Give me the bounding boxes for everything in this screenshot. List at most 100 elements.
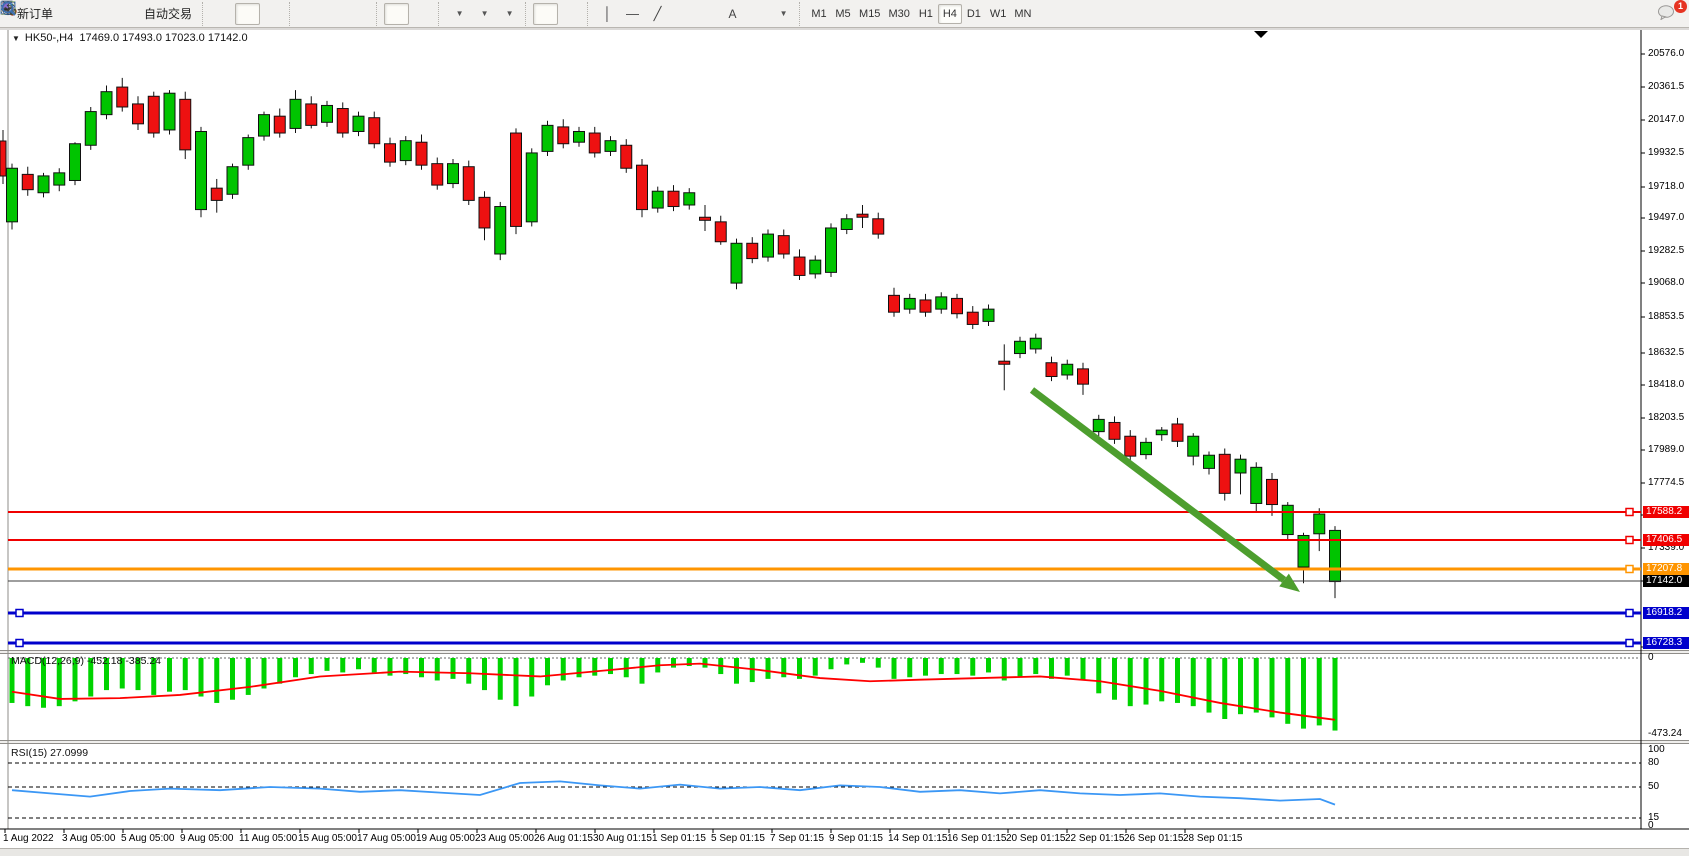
timeframe-w1-button[interactable]: W1 bbox=[986, 4, 1011, 24]
line-endpoint-marker[interactable] bbox=[1625, 564, 1634, 574]
candle-down bbox=[132, 103, 144, 125]
text-button[interactable]: A bbox=[720, 3, 745, 25]
macd-histogram-bar bbox=[513, 658, 519, 707]
text-label-button[interactable]: T bbox=[1, 2, 770, 25]
timeframe-m1-button[interactable]: M1 bbox=[807, 4, 831, 24]
macd-histogram-bar bbox=[230, 658, 235, 700]
text-icon: A bbox=[728, 6, 737, 21]
trend-arrow-line[interactable] bbox=[1029, 387, 1287, 583]
price-line-label: 17588.2 bbox=[1643, 506, 1689, 518]
candle-up bbox=[903, 297, 916, 310]
candle-up bbox=[84, 111, 97, 146]
candle-down bbox=[714, 221, 727, 243]
candle-up bbox=[53, 172, 66, 186]
notifications-button[interactable]: 1 bbox=[1656, 0, 1687, 25]
macd-histogram-bar bbox=[151, 658, 157, 695]
dropdown-arrow-icon: ▼ bbox=[779, 9, 788, 18]
candle-down bbox=[116, 86, 129, 108]
candle-up bbox=[604, 140, 617, 152]
trend-arrow-head[interactable] bbox=[1279, 573, 1300, 592]
candle-down bbox=[305, 103, 318, 126]
macd-histogram-bar bbox=[198, 658, 204, 697]
candle-down bbox=[1124, 435, 1137, 457]
line-endpoint-marker[interactable] bbox=[1625, 535, 1634, 545]
candle-up bbox=[163, 92, 176, 131]
candle-up bbox=[352, 115, 365, 132]
macd-histogram-bar bbox=[1143, 658, 1149, 705]
macd-histogram-bar bbox=[781, 658, 787, 678]
macd-histogram-bar bbox=[875, 658, 881, 668]
time-tick-label: 7 Sep 01:15 bbox=[770, 833, 824, 844]
timeframe-mn-button[interactable]: MN bbox=[1010, 4, 1035, 24]
macd-histogram-bar bbox=[938, 658, 944, 675]
price-tick-label: 20147.0 bbox=[1648, 114, 1685, 125]
chart-symbol-period: HK50-,H4 bbox=[24, 32, 74, 44]
macd-histogram-bar bbox=[25, 658, 31, 707]
macd-histogram-bar bbox=[1064, 658, 1070, 676]
candle-down bbox=[1077, 368, 1089, 385]
timeframe-h4-button[interactable]: H4 bbox=[937, 3, 962, 24]
macd-histogram-bar bbox=[1001, 658, 1007, 681]
macd-histogram-bar bbox=[324, 658, 330, 671]
candle-down bbox=[888, 294, 900, 313]
candle-down bbox=[147, 95, 160, 134]
trendline-button[interactable]: ╱ bbox=[645, 3, 670, 25]
line-endpoint-marker[interactable] bbox=[15, 638, 24, 648]
macd-histogram-bar bbox=[72, 658, 78, 702]
candle-up bbox=[289, 98, 302, 129]
horizontal-line-button[interactable]: — bbox=[620, 3, 645, 25]
macd-histogram-bar bbox=[970, 658, 976, 676]
price-tick-label: 17339.0 bbox=[1648, 542, 1685, 553]
timeframe-m5-button[interactable]: M5 bbox=[831, 4, 855, 24]
price-tick-label: 19497.0 bbox=[1648, 212, 1685, 223]
macd-panel-splitter[interactable] bbox=[0, 650, 1689, 654]
macd-histogram-bar bbox=[1017, 658, 1023, 678]
time-tick-label: 5 Aug 05:00 bbox=[121, 833, 175, 844]
timeframe-h1-button[interactable]: H1 bbox=[914, 4, 938, 24]
timeframe-m15-button[interactable]: M15 bbox=[855, 4, 884, 24]
ohlc-high: 17493.0 bbox=[122, 32, 162, 44]
line-endpoint-marker[interactable] bbox=[1625, 507, 1634, 517]
line-endpoint-marker[interactable] bbox=[1625, 638, 1634, 648]
line-endpoint-marker[interactable] bbox=[1625, 608, 1634, 618]
chart-window: ▼ HK50-,H4 17469.0 17493.0 17023.0 17142.… bbox=[0, 28, 1689, 856]
timeframe-d1-button[interactable]: D1 bbox=[962, 4, 986, 24]
candle-up bbox=[494, 206, 507, 255]
macd-histogram-bar bbox=[923, 658, 928, 676]
search-button[interactable] bbox=[1, 1, 1650, 25]
rsi-tick-label: 0 bbox=[1648, 820, 1654, 831]
macd-histogram-bar bbox=[844, 658, 850, 665]
macd-histogram-bar bbox=[419, 658, 424, 678]
macd-histogram-bar bbox=[356, 658, 361, 670]
macd-histogram-bar bbox=[88, 658, 94, 697]
auto-trading-label: 自动交易 bbox=[144, 7, 193, 21]
macd-histogram-bar bbox=[466, 658, 472, 684]
candle-down bbox=[620, 144, 633, 169]
macd-histogram-bar bbox=[434, 658, 440, 681]
time-tick-label: 3 Aug 05:00 bbox=[62, 833, 116, 844]
time-tick-label: 30 Aug 01:15 bbox=[593, 833, 652, 844]
candle-down bbox=[179, 98, 192, 151]
new-order-label: 新订单 bbox=[17, 7, 54, 21]
main-toolbar: 新订单 自动交易 bbox=[0, 0, 1689, 28]
collapse-triangle-icon[interactable]: ▼ bbox=[12, 34, 20, 43]
candle-up bbox=[651, 190, 664, 209]
macd-histogram-bar bbox=[702, 658, 708, 668]
line-endpoint-marker[interactable] bbox=[15, 608, 24, 618]
timeframe-m30-button[interactable]: M30 bbox=[884, 4, 913, 24]
price-line-label: 16728.3 bbox=[1643, 637, 1689, 649]
rsi-indicator-label: RSI(15) 27.0999 bbox=[11, 747, 89, 759]
candle-down bbox=[415, 141, 428, 166]
macd-histogram-bar bbox=[1175, 658, 1180, 703]
rsi-panel-splitter[interactable] bbox=[0, 740, 1689, 744]
macd-histogram-bar bbox=[639, 658, 645, 684]
candle-up bbox=[730, 242, 743, 284]
candle-up bbox=[935, 296, 948, 310]
candle-down bbox=[966, 311, 979, 325]
price-line-label: 17406.5 bbox=[1643, 534, 1689, 546]
macd-histogram-bar bbox=[387, 658, 393, 676]
macd-histogram-bar bbox=[56, 658, 62, 707]
vertical-line-button[interactable]: │ bbox=[595, 3, 620, 25]
time-tick-label: 15 Aug 05:00 bbox=[298, 833, 357, 844]
price-line-label: 16918.2 bbox=[1643, 607, 1689, 619]
